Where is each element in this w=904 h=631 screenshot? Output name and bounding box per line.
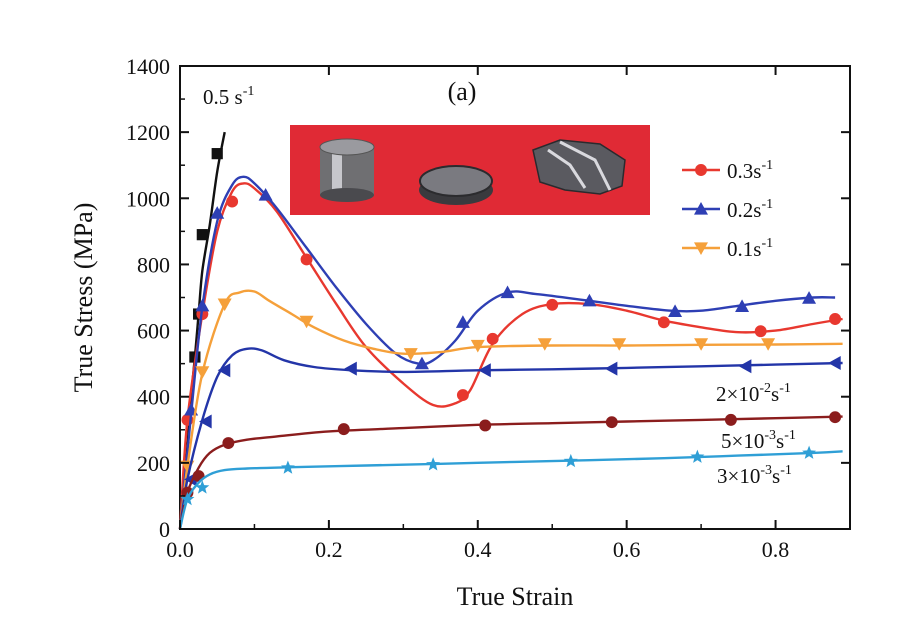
legend-label: 0.2s-1 bbox=[727, 197, 773, 222]
data-point bbox=[738, 359, 752, 374]
data-point bbox=[426, 457, 441, 471]
data-point bbox=[612, 338, 627, 351]
data-point bbox=[563, 453, 578, 468]
y-tick-label: 800 bbox=[137, 252, 170, 277]
series-6 bbox=[178, 445, 843, 530]
data-point bbox=[694, 242, 708, 255]
legend: 0.3s-1 0.2s-1 0.1s-1 bbox=[682, 158, 773, 261]
specimen-3-body bbox=[532, 139, 626, 195]
data-point bbox=[761, 338, 776, 351]
data-point bbox=[455, 315, 470, 328]
data-point bbox=[217, 363, 231, 378]
specimen-2-top bbox=[419, 165, 493, 197]
data-point bbox=[735, 299, 750, 313]
y-tick-label: 200 bbox=[137, 451, 170, 476]
y-tick-label: 1200 bbox=[126, 120, 170, 145]
specimen-1-highlight bbox=[332, 147, 342, 195]
data-point bbox=[281, 460, 295, 474]
data-point bbox=[180, 491, 195, 506]
data-point bbox=[217, 298, 232, 312]
data-point bbox=[222, 437, 235, 449]
y-tick-label: 1000 bbox=[126, 186, 170, 211]
data-point bbox=[829, 411, 842, 424]
data-point bbox=[724, 413, 737, 426]
panel-label: (a) bbox=[448, 77, 477, 106]
data-point bbox=[828, 355, 841, 370]
specimen-3-fracture bbox=[547, 140, 612, 191]
data-point bbox=[210, 206, 225, 219]
data-point bbox=[226, 195, 239, 208]
label-3e-3: 3×10-3s-1 bbox=[717, 463, 792, 488]
series-line bbox=[178, 450, 843, 530]
data-point bbox=[195, 298, 210, 312]
inset-photo bbox=[290, 125, 650, 215]
data-point bbox=[802, 445, 816, 459]
x-tick-label: 0.6 bbox=[613, 537, 641, 562]
x-tick-label: 0.0 bbox=[166, 537, 194, 562]
data-point bbox=[690, 449, 705, 463]
data-point bbox=[537, 338, 552, 351]
data-point bbox=[605, 416, 618, 429]
data-point bbox=[403, 348, 418, 361]
data-point bbox=[486, 332, 499, 345]
series-line bbox=[178, 289, 843, 530]
y-axis-title: True Stress (MPa) bbox=[69, 203, 98, 393]
legend-label: 0.3s-1 bbox=[727, 158, 773, 183]
data-point bbox=[470, 339, 485, 353]
series-4 bbox=[178, 347, 843, 530]
x-axis-title: True Strain bbox=[457, 582, 574, 611]
data-point bbox=[500, 285, 515, 299]
label-5e-3: 5×10-3s-1 bbox=[721, 428, 796, 453]
x-tick-label: 0.4 bbox=[464, 537, 492, 562]
data-point bbox=[546, 298, 559, 311]
data-point bbox=[694, 338, 709, 351]
y-tick-label: 600 bbox=[137, 319, 170, 344]
series-layer bbox=[178, 131, 843, 530]
data-point bbox=[195, 366, 210, 379]
data-point bbox=[414, 356, 429, 370]
y-tick-label: 1400 bbox=[126, 54, 170, 79]
data-point bbox=[299, 315, 314, 329]
rate-labels: 0.5 s-1 2×10-2s-1 5×10-3s-1 3×10-3s-1 bbox=[203, 84, 796, 488]
y-tick-label: 0 bbox=[159, 517, 170, 542]
data-point bbox=[195, 480, 210, 494]
series-2 bbox=[178, 175, 836, 530]
data-point bbox=[582, 293, 597, 307]
data-point bbox=[829, 313, 842, 325]
axes-layer: 0.0 0.2 0.4 0.6 0.8 0 200 400 600 800 1000 1200 1400… bbox=[69, 54, 850, 611]
series-3 bbox=[178, 289, 843, 530]
data-point bbox=[344, 361, 357, 376]
data-point bbox=[657, 316, 670, 329]
data-point bbox=[478, 363, 491, 378]
data-point bbox=[258, 187, 273, 201]
x-tick-label: 0.2 bbox=[315, 537, 343, 562]
y-tick-label: 400 bbox=[137, 385, 170, 410]
data-point bbox=[300, 253, 313, 266]
data-point bbox=[211, 148, 223, 160]
series-line bbox=[178, 347, 843, 530]
data-point bbox=[337, 423, 350, 436]
label-2e-2: 2×10-2s-1 bbox=[716, 381, 791, 406]
specimen-1-top bbox=[319, 138, 375, 156]
series-line bbox=[178, 182, 843, 530]
data-point bbox=[479, 419, 492, 432]
data-point bbox=[199, 414, 212, 429]
data-point bbox=[695, 164, 707, 176]
x-tick-label: 0.8 bbox=[762, 537, 790, 562]
data-point bbox=[802, 291, 817, 304]
data-point bbox=[694, 202, 708, 215]
legend-label: 0.1s-1 bbox=[727, 236, 773, 261]
data-point bbox=[754, 325, 767, 338]
specimen-1-bottom bbox=[320, 188, 374, 202]
series-1 bbox=[178, 182, 843, 530]
data-point bbox=[604, 361, 618, 376]
label-0-5: 0.5 s-1 bbox=[203, 84, 254, 109]
data-point bbox=[456, 389, 469, 402]
data-point bbox=[196, 229, 208, 241]
data-point bbox=[668, 304, 683, 317]
